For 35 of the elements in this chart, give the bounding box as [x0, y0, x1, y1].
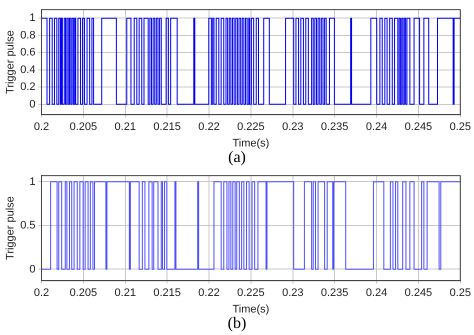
- y-tick-label: 0.6: [20, 46, 36, 59]
- x-tick-label: 0.225: [237, 287, 265, 300]
- y-tick-label: 0.5: [20, 220, 36, 232]
- y-axis-title: Trigger pulse: [4, 30, 17, 94]
- y-tick-label: 0.8: [20, 29, 36, 42]
- x-tick-label: 0.245: [404, 121, 432, 134]
- text: (a): [227, 149, 247, 166]
- y-tick-label: 0: [29, 263, 36, 276]
- text: (b): [226, 315, 248, 332]
- y-tick-label: 1: [29, 12, 36, 24]
- x-tick-label: 0.22: [198, 287, 220, 300]
- x-tick-label: 0.205: [70, 287, 98, 300]
- y-tick-label: 0.2: [20, 81, 36, 94]
- x-tick-label: 0.23: [282, 287, 304, 300]
- x-tick-label: 0.225: [237, 121, 265, 134]
- y-tick-label: 0: [29, 98, 36, 110]
- x-tick-label: 0.215: [153, 121, 181, 134]
- x-tick-label: 0.235: [320, 287, 348, 300]
- x-tick-label: 0.21: [114, 121, 136, 134]
- x-tick-label: 0.25: [450, 121, 472, 134]
- x-tick-label: 0.205: [70, 121, 98, 134]
- x-tick-label: 0.25: [450, 287, 472, 300]
- x-tick-label: 0.23: [282, 121, 304, 134]
- x-tick-label: 0.24: [366, 121, 388, 134]
- x-tick-label: 0.215: [153, 287, 181, 300]
- x-tick-label: 0.24: [366, 287, 388, 300]
- x-axis-title: Time(s): [232, 137, 270, 150]
- y-axis-title: Trigger pulse: [4, 196, 17, 260]
- x-tick-label: 0.21: [114, 287, 136, 300]
- y-tick-label: 1: [29, 176, 36, 188]
- y-tick-label: 0.4: [20, 64, 36, 76]
- x-axis-title: Time(s): [232, 303, 270, 316]
- x-tick-label: 0.22: [198, 121, 220, 134]
- x-tick-label: 0.235: [320, 121, 348, 134]
- x-tick-label: 0.245: [404, 287, 432, 300]
